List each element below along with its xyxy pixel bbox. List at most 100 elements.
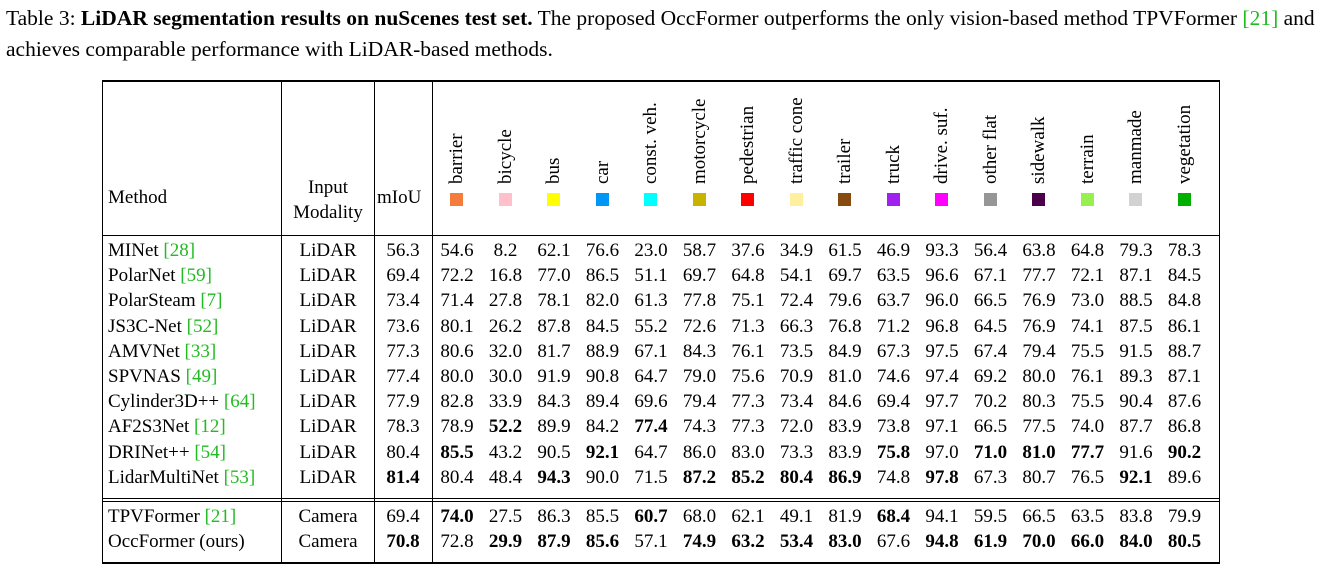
cell-value: 72.6	[682, 315, 717, 337]
cell-value: 66.3	[779, 315, 814, 337]
cell-value: 71.2	[876, 315, 911, 337]
cell-value: 72.2	[440, 265, 474, 287]
cell-value: 80.0	[440, 366, 474, 387]
citation-link[interactable]: [7]	[200, 290, 223, 312]
method-label: AF2S3Net	[108, 416, 195, 438]
cell-value: 32.0	[488, 340, 523, 362]
cell-value: 58.7	[682, 240, 717, 261]
cell-value: 72.0	[779, 416, 814, 438]
cell-value: 84.3	[537, 391, 571, 413]
method-divider	[281, 80, 282, 564]
miou-divider	[432, 80, 433, 564]
class-header-sidewalk: sidewalk	[1028, 116, 1050, 184]
class-color-swatch	[886, 193, 900, 206]
input-modality: LiDAR	[299, 290, 357, 312]
cell-value: 93.3	[925, 240, 959, 261]
method-label: OccFormer (ours)	[108, 531, 245, 553]
cell-value: 67.3	[876, 340, 911, 362]
table-row: AF2S3Net [12] LiDAR 78.3 78.9 52.2 89.9 84.2 77…	[102, 414, 1220, 439]
cell-value: 81.0	[1022, 441, 1056, 463]
cell-value: 75.5	[1070, 391, 1105, 413]
cell-value: 74.1	[1070, 315, 1105, 337]
citation-link[interactable]: [33]	[184, 340, 217, 362]
class-header-vegetation: vegetation	[1173, 104, 1195, 184]
cell-value: 66.5	[973, 416, 1008, 438]
table-row: PolarSteam [7] LiDAR 73.4 71.4 27.8 78.1 82.0 6…	[102, 288, 1220, 313]
cell-value: 74.3	[682, 416, 717, 438]
method-name: MINet [28]	[108, 238, 195, 263]
citation-link[interactable]: [54]	[194, 441, 226, 463]
bottom-rule	[102, 562, 1220, 564]
header-input-line2: Modality	[293, 202, 363, 223]
cell-value: 51.1	[634, 265, 668, 287]
miou-value: 77.9	[386, 391, 420, 413]
caption-cite[interactable]: [21]	[1242, 6, 1279, 30]
method-name: PolarNet [59]	[108, 263, 212, 288]
cell-value: 72.1	[1070, 265, 1105, 287]
table-row: LidarMultiNet [53] LiDAR 81.4 80.4 48.4 94.3 9…	[102, 465, 1220, 490]
citation-link[interactable]: [52]	[186, 315, 219, 337]
cell-value: 94.1	[925, 506, 959, 527]
cell-value: 87.6	[1167, 391, 1202, 413]
cell-value: 87.5	[1119, 315, 1153, 337]
cell-value: 97.1	[925, 416, 959, 438]
miou-value: 73.6	[386, 315, 420, 337]
citation-link[interactable]: [53]	[223, 466, 256, 488]
class-header-barrier: barrier	[446, 133, 468, 184]
header-rule	[102, 235, 1220, 236]
cell-value: 76.9	[1022, 315, 1056, 337]
method-label: AMVNet	[108, 340, 185, 362]
header-input-line1: Input	[307, 177, 349, 198]
cell-value: 79.9	[1167, 506, 1202, 527]
cell-value: 76.1	[1070, 366, 1105, 387]
class-color-swatch	[1080, 193, 1094, 206]
cell-value: 84.5	[585, 315, 620, 337]
citation-link[interactable]: [21]	[204, 506, 237, 527]
cell-value: 76.5	[1070, 466, 1105, 488]
cell-value: 97.7	[925, 391, 959, 413]
cell-value: 85.5	[440, 441, 474, 463]
cell-value: 61.3	[634, 290, 668, 312]
citation-link[interactable]: [59]	[180, 265, 212, 287]
cell-value: 92.1	[1119, 466, 1153, 488]
input-modality: LiDAR	[299, 441, 357, 463]
citation-link[interactable]: [12]	[194, 416, 226, 438]
class-header-trailer: trailer	[834, 138, 856, 184]
cell-value: 57.1	[634, 531, 668, 553]
cell-value: 37.6	[731, 240, 765, 261]
citation-link[interactable]: [49]	[185, 366, 218, 387]
class-header-car: car	[591, 160, 613, 184]
cell-value: 87.7	[1119, 416, 1153, 438]
cell-value: 53.4	[779, 531, 814, 553]
cell-value: 63.5	[1070, 506, 1105, 527]
miou-value: 73.4	[386, 290, 420, 312]
cell-value: 79.4	[1022, 340, 1056, 362]
class-color-swatch	[1177, 193, 1191, 206]
cell-value: 78.9	[440, 416, 474, 438]
cell-value: 76.6	[585, 240, 620, 261]
citation-link[interactable]: [64]	[223, 391, 256, 413]
cell-value: 74.6	[876, 366, 911, 387]
cell-value: 94.3	[537, 466, 571, 488]
cell-value: 79.6	[828, 290, 862, 312]
citation-link[interactable]: [28]	[163, 240, 196, 261]
method-name: AMVNet [33]	[108, 339, 216, 364]
cell-value: 84.3	[682, 340, 717, 362]
cell-value: 87.9	[537, 531, 571, 553]
cell-value: 69.7	[828, 265, 862, 287]
cell-value: 84.8	[1167, 290, 1202, 312]
class-header-manmade: manmade	[1125, 110, 1147, 184]
miou-value: 78.3	[386, 416, 420, 438]
cell-value: 52.2	[488, 416, 523, 438]
cell-value: 87.2	[682, 466, 717, 488]
header-method: Method	[108, 187, 168, 208]
table-row: Cylinder3D++ [64] LiDAR 77.9 82.8 33.9 84.3 89…	[102, 389, 1220, 414]
method-label: JS3C-Net	[108, 315, 187, 337]
cell-value: 84.0	[1119, 531, 1153, 553]
input-modality: Camera	[298, 531, 358, 553]
cell-value: 67.1	[973, 265, 1008, 287]
caption-title: LiDAR segmentation results on nuScenes t…	[80, 6, 533, 30]
miou-value: 56.3	[386, 240, 420, 261]
method-name: AF2S3Net [12]	[108, 414, 226, 439]
cell-value: 69.4	[876, 391, 911, 413]
